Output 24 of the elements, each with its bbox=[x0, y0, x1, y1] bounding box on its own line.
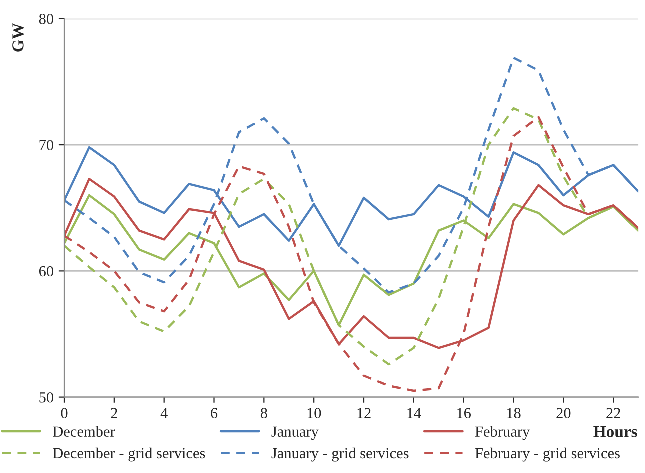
legend-label: December bbox=[53, 426, 116, 437]
x-tick-label: 0 bbox=[61, 408, 68, 418]
x-tick-label: 2 bbox=[111, 408, 118, 418]
y-tick-label: 50 bbox=[40, 392, 54, 403]
legend-label: February - grid services bbox=[475, 448, 620, 462]
y-axis-title: GW bbox=[12, 23, 24, 52]
y-tick-label: 60 bbox=[39, 266, 54, 277]
x-tick-label: 16 bbox=[458, 408, 472, 418]
y-tick-label: 70 bbox=[40, 140, 54, 151]
x-tick-label: 6 bbox=[211, 408, 218, 418]
x-tick-label: 18 bbox=[507, 408, 521, 418]
x-tick-label: 20 bbox=[556, 408, 571, 418]
x-tick-label: 14 bbox=[408, 408, 422, 418]
x-tick-label: 8 bbox=[260, 408, 268, 418]
legend-label: December - grid services bbox=[53, 448, 206, 462]
x-tick-label: 22 bbox=[606, 408, 620, 418]
legend-label: January bbox=[272, 426, 319, 440]
legend-label: February bbox=[475, 426, 530, 440]
x-tick-label: 12 bbox=[358, 408, 371, 418]
x-tick-label: 10 bbox=[308, 408, 322, 418]
y-tick-label: 80 bbox=[39, 14, 54, 24]
x-tick-label: 4 bbox=[160, 408, 168, 418]
x-axis-title: Hours bbox=[594, 426, 638, 438]
legend-label: January - grid services bbox=[272, 448, 409, 462]
